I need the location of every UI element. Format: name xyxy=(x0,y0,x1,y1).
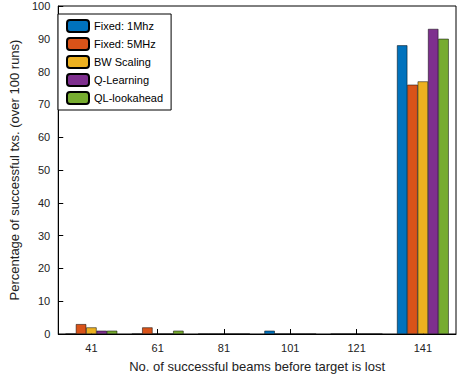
svg-text:No. of successful beams before: No. of successful beams before target is… xyxy=(129,359,385,374)
svg-text:30: 30 xyxy=(38,230,50,242)
svg-text:81: 81 xyxy=(218,342,230,354)
svg-text:80: 80 xyxy=(38,66,50,78)
svg-text:QL-lookahead: QL-lookahead xyxy=(94,92,163,104)
svg-text:BW Scaling: BW Scaling xyxy=(94,56,151,68)
svg-text:101: 101 xyxy=(281,342,299,354)
svg-text:41: 41 xyxy=(85,342,97,354)
svg-text:90: 90 xyxy=(38,33,50,45)
svg-text:Fixed: 5MHz: Fixed: 5MHz xyxy=(94,38,156,50)
svg-text:141: 141 xyxy=(414,342,432,354)
svg-text:Fixed: 1Mhz: Fixed: 1Mhz xyxy=(94,20,154,32)
svg-text:50: 50 xyxy=(38,164,50,176)
svg-text:10: 10 xyxy=(38,295,50,307)
svg-text:70: 70 xyxy=(38,98,50,110)
svg-text:40: 40 xyxy=(38,197,50,209)
svg-text:20: 20 xyxy=(38,262,50,274)
svg-text:Percentage of successful txs.: Percentage of successful txs. (over 100 … xyxy=(7,40,22,301)
svg-text:61: 61 xyxy=(152,342,164,354)
svg-text:100: 100 xyxy=(32,0,50,12)
svg-text:60: 60 xyxy=(38,131,50,143)
svg-text:0: 0 xyxy=(44,328,50,340)
svg-text:Q-Learning: Q-Learning xyxy=(94,74,149,86)
svg-text:121: 121 xyxy=(347,342,365,354)
